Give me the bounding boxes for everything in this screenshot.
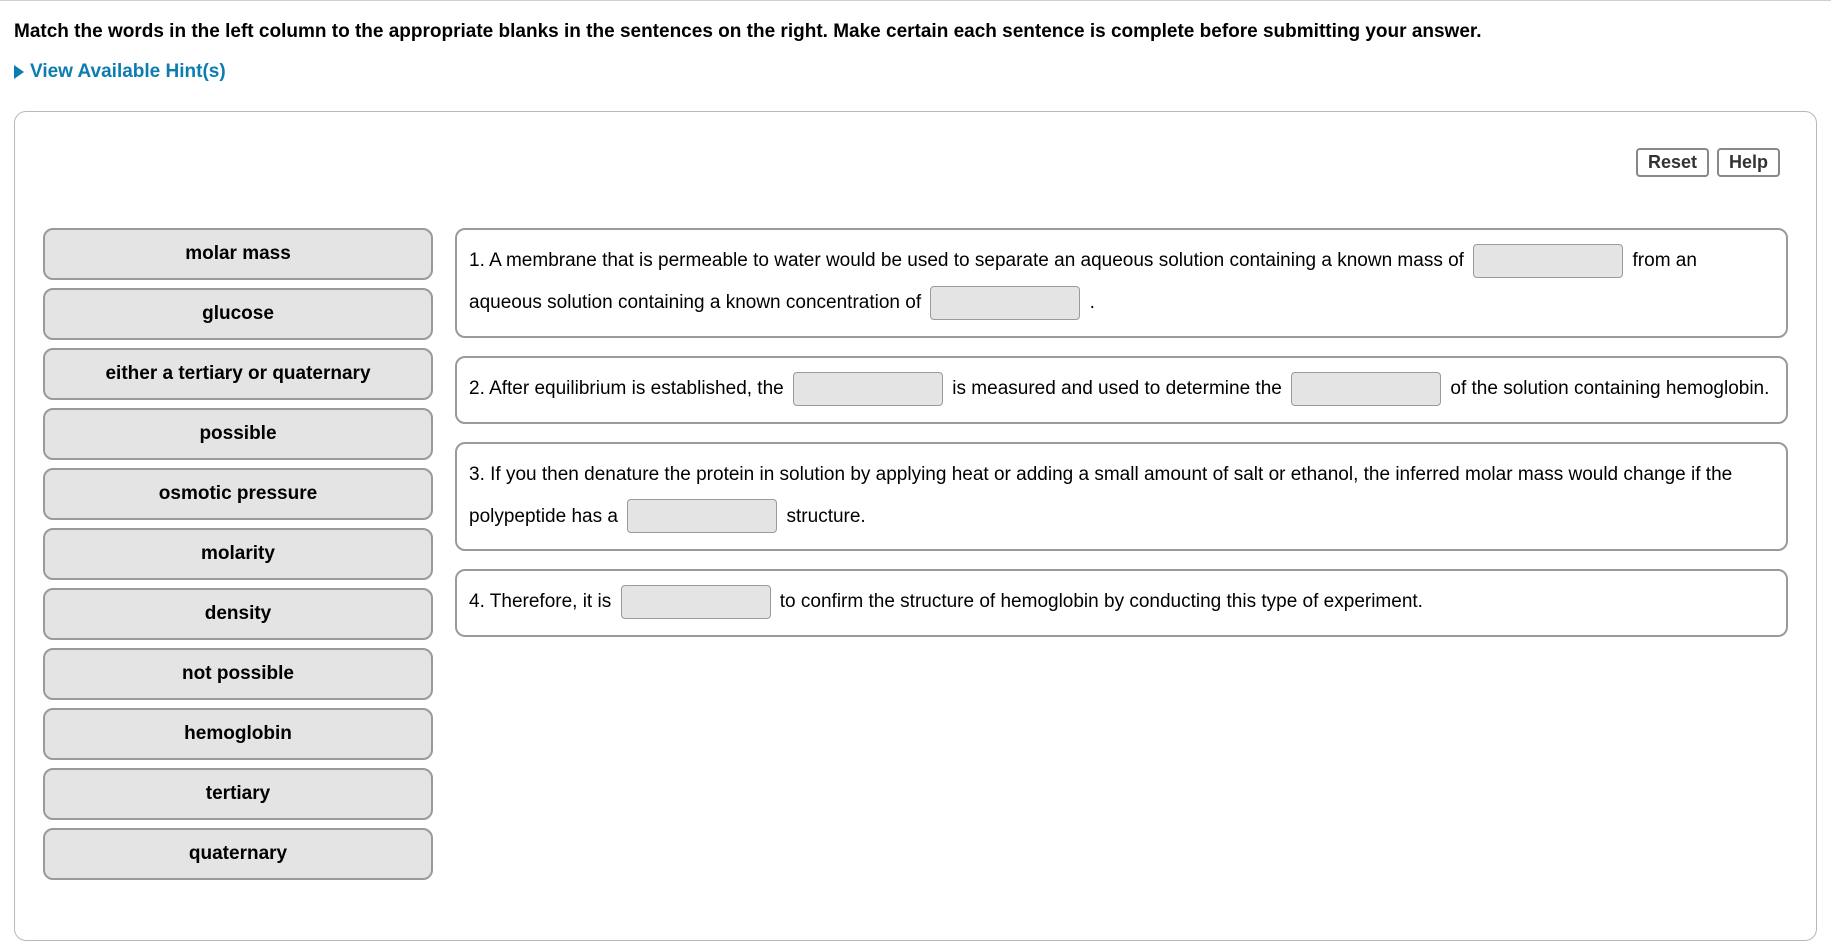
- word-tile[interactable]: molar mass: [43, 228, 433, 280]
- drop-target[interactable]: [930, 286, 1080, 320]
- sentence-text: of the solution containing hemoglobin.: [1450, 378, 1769, 399]
- word-tile[interactable]: tertiary: [43, 768, 433, 820]
- sentence-text: is measured and used to determine the: [952, 378, 1282, 399]
- word-tile[interactable]: glucose: [43, 288, 433, 340]
- help-button[interactable]: Help: [1717, 148, 1780, 177]
- sentence-text: 1. A membrane that is permeable to water…: [469, 250, 1464, 271]
- word-tile[interactable]: either a tertiary or quaternary: [43, 348, 433, 400]
- sentence-text: 4. Therefore, it is: [469, 591, 611, 612]
- sentence-text: to confirm the structure of hemoglobin b…: [780, 591, 1423, 612]
- word-tile[interactable]: quaternary: [43, 828, 433, 880]
- drop-target[interactable]: [1473, 244, 1623, 278]
- sentence-text: .: [1090, 292, 1095, 313]
- columns: molar mass glucose either a tertiary or …: [43, 228, 1788, 880]
- sentence-4: 4. Therefore, it is to confirm the struc…: [455, 569, 1788, 637]
- sentence-3: 3. If you then denature the protein in s…: [455, 442, 1788, 552]
- drop-target[interactable]: [621, 585, 771, 619]
- sentence-1: 1. A membrane that is permeable to water…: [455, 228, 1788, 338]
- sentence-column: 1. A membrane that is permeable to water…: [455, 228, 1788, 880]
- drop-target[interactable]: [1291, 372, 1441, 406]
- word-tile[interactable]: density: [43, 588, 433, 640]
- sentence-text: structure.: [787, 506, 866, 527]
- word-tile[interactable]: osmotic pressure: [43, 468, 433, 520]
- word-tile[interactable]: not possible: [43, 648, 433, 700]
- toolbar: Reset Help: [1636, 148, 1780, 177]
- word-bank: molar mass glucose either a tertiary or …: [43, 228, 433, 880]
- hints-label: View Available Hint(s): [30, 61, 226, 83]
- view-hints-toggle[interactable]: View Available Hint(s): [14, 61, 226, 83]
- drop-target[interactable]: [627, 499, 777, 533]
- sentence-text: 2. After equilibrium is established, the: [469, 378, 784, 399]
- activity-box: Reset Help molar mass glucose either a t…: [14, 111, 1817, 941]
- drop-target[interactable]: [793, 372, 943, 406]
- instruction-text: Match the words in the left column to th…: [14, 21, 1817, 43]
- word-tile[interactable]: molarity: [43, 528, 433, 580]
- word-tile[interactable]: possible: [43, 408, 433, 460]
- sentence-2: 2. After equilibrium is established, the…: [455, 356, 1788, 424]
- page-container: Match the words in the left column to th…: [0, 0, 1831, 941]
- caret-right-icon: [14, 65, 24, 79]
- word-tile[interactable]: hemoglobin: [43, 708, 433, 760]
- reset-button[interactable]: Reset: [1636, 148, 1709, 177]
